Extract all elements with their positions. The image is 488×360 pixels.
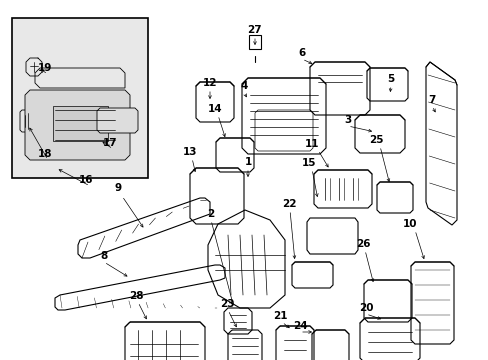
Bar <box>248 35 261 49</box>
Text: 6: 6 <box>298 48 305 58</box>
Bar <box>12 18 148 178</box>
Bar <box>52 105 107 140</box>
Text: 5: 5 <box>386 74 394 84</box>
Text: 23: 23 <box>219 299 234 309</box>
Text: 1: 1 <box>244 157 251 167</box>
Text: 4: 4 <box>240 81 247 91</box>
Text: 13: 13 <box>183 147 197 157</box>
Text: 8: 8 <box>100 251 107 261</box>
Text: 3: 3 <box>344 115 351 125</box>
Text: 26: 26 <box>355 239 369 249</box>
Text: 24: 24 <box>292 321 306 331</box>
Text: 11: 11 <box>304 139 319 149</box>
Text: 22: 22 <box>281 199 296 209</box>
Text: 27: 27 <box>246 25 261 35</box>
Text: 17: 17 <box>102 138 117 148</box>
Text: 15: 15 <box>301 158 316 168</box>
Text: 21: 21 <box>272 311 286 321</box>
Polygon shape <box>25 90 130 160</box>
Text: 12: 12 <box>203 78 217 88</box>
Text: 20: 20 <box>358 303 372 313</box>
Text: 7: 7 <box>427 95 435 105</box>
Text: 25: 25 <box>368 135 383 145</box>
Text: 14: 14 <box>207 104 222 114</box>
Polygon shape <box>97 108 138 133</box>
Text: 18: 18 <box>38 149 52 159</box>
Text: 19: 19 <box>38 63 52 73</box>
Text: 2: 2 <box>207 209 214 219</box>
Text: 16: 16 <box>79 175 93 185</box>
Text: 9: 9 <box>114 183 122 193</box>
Text: 28: 28 <box>128 291 143 301</box>
Text: 10: 10 <box>402 219 416 229</box>
